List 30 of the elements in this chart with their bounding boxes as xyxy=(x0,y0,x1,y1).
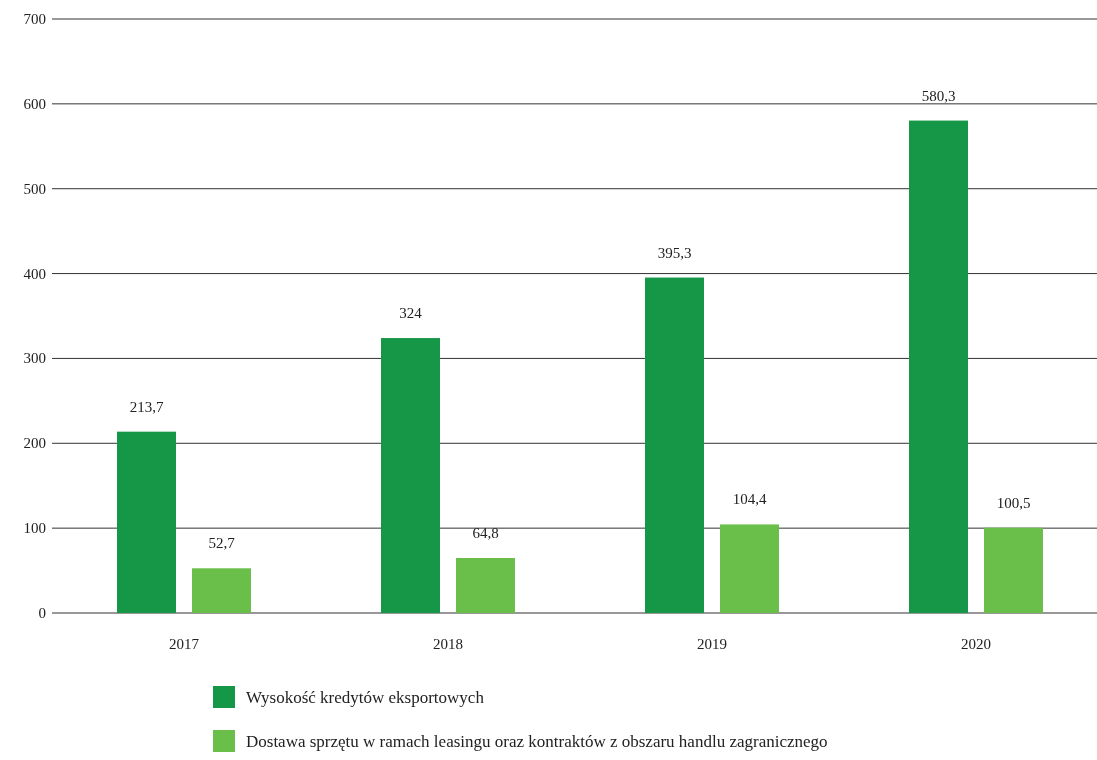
x-tick-label: 2019 xyxy=(697,636,727,652)
bar xyxy=(117,431,176,613)
legend-label: Dostawa sprzętu w ramach leasingu oraz kontraktów z obszaru handlu zagranicznego xyxy=(246,732,828,751)
bar xyxy=(192,568,251,613)
data-label: 324 xyxy=(399,305,423,322)
data-label: 213,7 xyxy=(129,398,164,415)
data-label: 104,4 xyxy=(732,491,767,508)
y-tick-label: 700 xyxy=(23,11,46,27)
legend-label: Wysokość kredytów eksportowych xyxy=(246,688,485,707)
y-tick-label: 400 xyxy=(23,265,46,282)
data-label: 580,3 xyxy=(921,87,956,104)
bar xyxy=(984,527,1043,613)
x-tick-label: 2020 xyxy=(961,636,991,652)
data-label: 395,3 xyxy=(657,244,692,261)
bar xyxy=(381,338,440,613)
y-tick-label: 200 xyxy=(23,435,46,452)
data-label: 64,8 xyxy=(472,525,499,542)
data-label: 52,7 xyxy=(208,535,236,552)
bar xyxy=(909,120,968,613)
bar xyxy=(645,277,704,613)
x-tick-label: 2018 xyxy=(433,636,463,652)
x-tick-label: 2017 xyxy=(169,636,200,652)
bar xyxy=(720,524,779,613)
bar xyxy=(456,558,515,613)
y-tick-label: 100 xyxy=(23,520,46,537)
y-tick-label: 0 xyxy=(38,605,46,621)
y-tick-label: 500 xyxy=(23,180,46,197)
y-tick-label: 300 xyxy=(23,350,46,367)
y-tick-label: 600 xyxy=(23,95,46,112)
data-label: 100,5 xyxy=(996,494,1031,511)
